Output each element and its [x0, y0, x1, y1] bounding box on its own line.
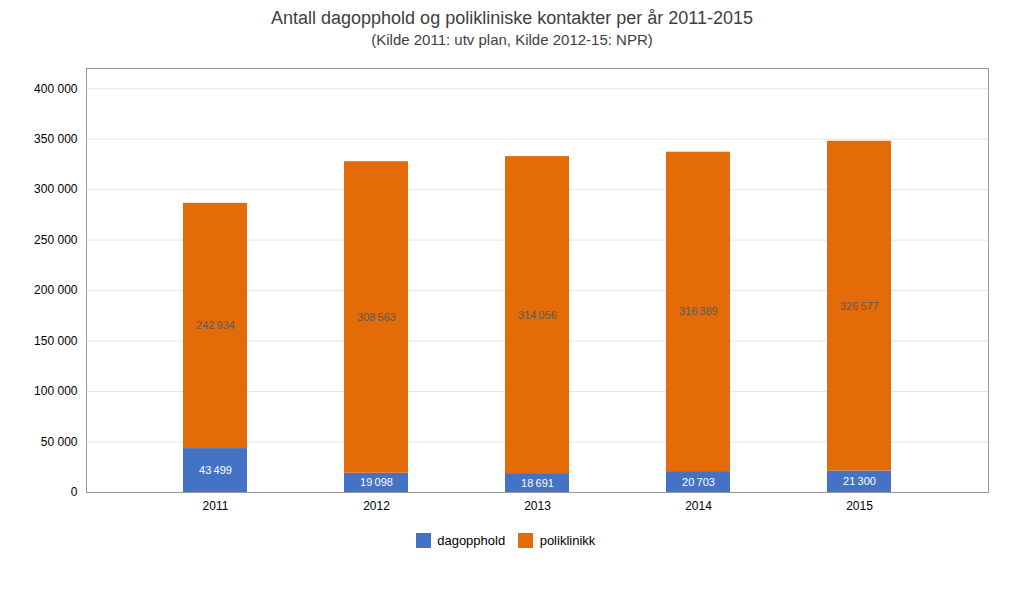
svg-text:43 499: 43 499 [199, 464, 232, 476]
svg-text:314 056: 314 056 [518, 309, 557, 321]
html-text:(Kilde 2011: utv plan, Kilde 2: (Kilde 2011: utv plan, Kilde 2012-15: NP… [371, 31, 653, 48]
svg-text:250 000: 250 000 [34, 233, 78, 247]
svg-text:300 000: 300 000 [34, 182, 78, 196]
svg-text:18 691: 18 691 [521, 477, 554, 489]
svg-text:2012: 2012 [363, 499, 390, 513]
svg-text:2013: 2013 [524, 499, 551, 513]
html-text:dagopphold: dagopphold [437, 533, 506, 548]
svg-text:19 098: 19 098 [360, 476, 393, 488]
svg-text:350 000: 350 000 [34, 132, 78, 146]
svg-text:0: 0 [71, 485, 78, 499]
html-text:Antall dagopphold og poliklini: Antall dagopphold og polikliniske kontak… [271, 8, 753, 28]
svg-text:50 000: 50 000 [41, 435, 78, 449]
svg-text:242 934: 242 934 [196, 319, 235, 331]
html-text:poliklinikk: poliklinikk [539, 533, 596, 548]
svg-text:200 000: 200 000 [34, 283, 78, 297]
svg-text:100 000: 100 000 [34, 384, 78, 398]
svg-text:20 703: 20 703 [682, 476, 715, 488]
svg-text:2011: 2011 [203, 499, 229, 513]
svg-text:21 300: 21 300 [843, 475, 876, 487]
svg-text:2015: 2015 [846, 499, 873, 513]
svg-text:2014: 2014 [685, 499, 712, 513]
svg-text:316 389: 316 389 [679, 305, 718, 317]
svg-text:326 577: 326 577 [840, 300, 879, 312]
svg-text:150 000: 150 000 [34, 334, 78, 348]
svg-text:400 000: 400 000 [34, 82, 78, 96]
svg-text:308 563: 308 563 [357, 311, 396, 323]
